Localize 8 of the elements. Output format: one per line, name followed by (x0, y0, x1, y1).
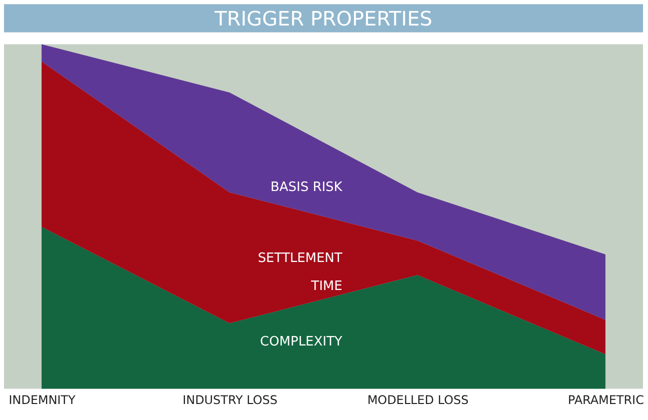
x-tick-label: INDEMNITY (8, 393, 76, 408)
series-label: SETTLEMENT TIME (258, 250, 342, 294)
x-tick-label: MODELLED LOSS (367, 393, 469, 408)
chart-title: TRIGGER PROPERTIES (214, 6, 432, 30)
x-tick-label: INDUSTRY LOSS (182, 393, 278, 408)
series-label: COMPLEXITY (260, 334, 342, 350)
x-tick-label: PARAMETRIC (568, 393, 644, 408)
series-label: BASIS RISK (270, 180, 343, 195)
